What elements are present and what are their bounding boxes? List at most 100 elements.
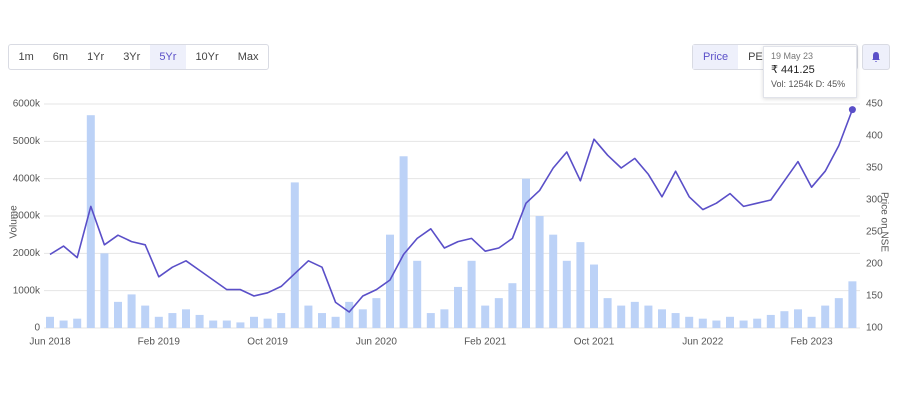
volume-bar xyxy=(508,283,517,328)
button[interactable]: 5Yr xyxy=(149,45,186,69)
y2-tick-label: 300 xyxy=(866,195,883,206)
volume-bar xyxy=(440,309,449,328)
button[interactable]: 1m xyxy=(18,51,34,63)
volume-bar xyxy=(195,314,204,328)
y-tick-label: 5000k xyxy=(13,136,41,147)
volume-bar xyxy=(644,305,653,328)
tooltip-date: 19 May 23 xyxy=(771,51,814,61)
volume-bar xyxy=(780,311,789,328)
hover-point xyxy=(848,106,856,114)
volume-bar xyxy=(386,234,394,328)
volume-bar xyxy=(535,216,544,328)
volume-bar xyxy=(522,178,530,328)
button[interactable]: 3Yr xyxy=(123,51,141,63)
volume-bar xyxy=(617,305,626,328)
volume-bar xyxy=(671,313,680,328)
y2-tick-label: 400 xyxy=(866,131,883,142)
tooltip-price: ₹ 441.25 xyxy=(771,64,815,76)
volume-bar xyxy=(209,320,218,328)
volume-bar xyxy=(807,316,816,328)
volume-bar xyxy=(766,314,775,328)
volume-bar xyxy=(154,316,163,328)
volume-bar xyxy=(46,316,54,328)
range-selector: 1m 6m 1Yr 3Yr 5Yr 10Yr Max xyxy=(8,44,269,70)
volume-bar xyxy=(848,281,857,328)
y-axis-title: Volume xyxy=(9,205,20,239)
x-tick-label: Feb 2021 xyxy=(464,337,507,348)
volume-bar xyxy=(250,316,258,328)
button[interactable]: Max xyxy=(237,51,259,63)
volume-bar xyxy=(182,309,190,328)
x-tick-label: Oct 2021 xyxy=(574,337,615,348)
volume-bar xyxy=(372,298,381,328)
volume-bar xyxy=(658,309,666,328)
alert-button[interactable] xyxy=(862,44,890,70)
volume-bar xyxy=(549,234,558,328)
y2-tick-label: 150 xyxy=(866,291,883,302)
y-tick-label: 1000k xyxy=(13,285,41,296)
button[interactable]: 10Yr xyxy=(195,51,219,63)
volume-bar xyxy=(562,260,571,328)
volume-bar xyxy=(834,298,843,328)
x-tick-label: Jun 2020 xyxy=(356,337,398,348)
volume-bar xyxy=(114,301,122,328)
tooltip-delivery: D: 45% xyxy=(815,79,846,89)
volume-bar xyxy=(454,286,462,328)
volume-bar xyxy=(59,320,68,328)
volume-bar xyxy=(698,318,707,328)
x-tick-label: Jun 2018 xyxy=(29,337,71,348)
volume-bar xyxy=(399,156,408,328)
volume-bar xyxy=(603,298,612,328)
x-tick-label: Jun 2022 xyxy=(682,337,724,348)
button[interactable]: 1Yr xyxy=(87,51,105,63)
y2-tick-label: 250 xyxy=(866,227,883,238)
volume-bar xyxy=(821,305,830,328)
y2-tick-label: 350 xyxy=(866,163,883,174)
volume-bar xyxy=(331,316,340,328)
volume-bar xyxy=(345,301,354,328)
button[interactable]: PE xyxy=(748,51,763,63)
volume-bar xyxy=(277,313,286,328)
volume-bar xyxy=(726,316,734,328)
button[interactable]: 6m xyxy=(52,51,69,63)
volume-bar xyxy=(318,313,326,328)
volume-bar xyxy=(739,320,748,328)
volume-bar xyxy=(576,242,585,328)
y-tick-label: 6000k xyxy=(13,99,41,110)
tooltip: 19 May 23 ₹ 441.25 Vol: 1254k D: 45% xyxy=(763,46,857,98)
tooltip-volume: Vol: 1254k xyxy=(771,79,814,89)
volume-bar xyxy=(413,260,422,328)
volume-bar xyxy=(753,318,762,328)
volume-bar xyxy=(168,313,177,328)
button[interactable]: Price xyxy=(693,45,739,69)
volume-bar xyxy=(290,182,299,328)
volume-bar xyxy=(481,305,490,328)
x-tick-label: Oct 2019 xyxy=(247,337,288,348)
y-tick-label: 2000k xyxy=(13,248,41,259)
volume-bar xyxy=(358,309,367,328)
volume-bar xyxy=(263,318,272,328)
y-tick-label: 3000k xyxy=(13,211,41,222)
volume-bar xyxy=(467,260,476,328)
volume-bar xyxy=(630,301,639,328)
volume-bar xyxy=(590,264,598,328)
y-tick-label: 4000k xyxy=(13,173,41,184)
y2-tick-label: 200 xyxy=(866,259,883,270)
y2-axis-title: Price on NSE xyxy=(878,192,889,252)
y-tick-label: 0 xyxy=(34,323,40,334)
volume-bar xyxy=(86,115,95,328)
volume-bar xyxy=(141,305,150,328)
volume-bar xyxy=(304,305,313,328)
volume-bar xyxy=(712,320,721,328)
volume-bar xyxy=(73,318,82,328)
volume-bar xyxy=(426,313,435,328)
x-tick-label: Feb 2019 xyxy=(138,337,181,348)
volume-bar xyxy=(685,316,694,328)
volume-bar xyxy=(100,253,109,328)
volume-bar xyxy=(794,309,802,328)
bell-icon xyxy=(872,52,880,62)
x-tick-label: Feb 2023 xyxy=(790,337,833,348)
volume-bar xyxy=(494,298,503,328)
volume-bar xyxy=(236,322,245,328)
